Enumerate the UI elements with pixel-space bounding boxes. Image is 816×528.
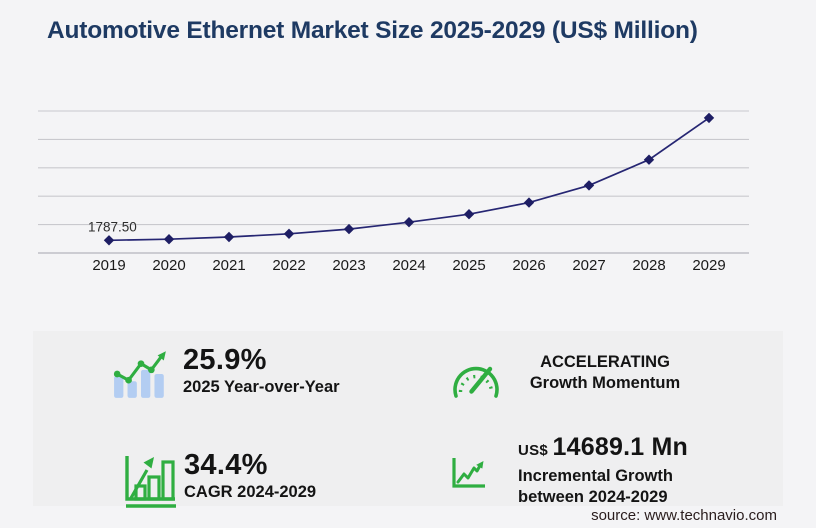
incremental-currency: US$ — [518, 442, 549, 459]
momentum-stat: ACCELERATING Growth Momentum — [505, 352, 705, 394]
first-point-data-label: 1787.50 — [88, 219, 137, 234]
incremental-value: 14689.1 Mn — [552, 433, 688, 461]
x-axis-label-2019: 2019 — [92, 257, 125, 274]
data-point-2026 — [523, 197, 535, 208]
yoy-label: 2025 Year-over-Year — [183, 378, 340, 396]
bars — [114, 369, 164, 398]
incremental-value-row: US$ 14689.1 Mn — [518, 432, 688, 466]
incremental-label-line2: between 2024-2029 — [518, 488, 668, 506]
x-axis-label-2024: 2024 — [392, 257, 425, 274]
bar-chart-trend-icon — [113, 351, 166, 398]
yoy-value: 25.9% — [183, 344, 267, 376]
data-point-2022 — [283, 228, 295, 239]
data-point-2024 — [403, 217, 415, 228]
data-point-2020 — [163, 234, 175, 245]
data-point-2019 — [103, 235, 115, 246]
speedometer-icon — [453, 366, 499, 398]
data-point-2029 — [703, 112, 715, 124]
x-axis-label-2026: 2026 — [512, 257, 545, 274]
yoy-stat: 25.9% 2025 Year-over-Year — [183, 343, 340, 398]
cagr-stat: 34.4% CAGR 2024-2029 — [184, 448, 316, 503]
data-point-2021 — [223, 231, 235, 243]
momentum-line1: ACCELERATING — [540, 353, 670, 371]
data-point-2023 — [343, 223, 355, 235]
x-axis-label-2027: 2027 — [572, 257, 605, 274]
cagr-value: 34.4% — [184, 449, 268, 481]
incremental-label-line1: Incremental Growth — [518, 467, 673, 485]
x-axis-label-2020: 2020 — [152, 257, 185, 274]
data-point-2028 — [643, 154, 655, 165]
data-point-2027 — [583, 180, 595, 191]
source-attribution: source: www.technavio.com — [591, 507, 777, 524]
incremental-stat: US$ 14689.1 Mn Incremental Growth betwee… — [518, 432, 688, 508]
cagr-label: CAGR 2024-2029 — [184, 483, 317, 501]
x-axis-label-2028: 2028 — [632, 257, 665, 274]
x-axis-label-2021: 2021 — [212, 257, 245, 274]
x-axis-label-2022: 2022 — [272, 257, 305, 274]
data-point-2025 — [463, 209, 475, 220]
trend-line-icon — [452, 458, 485, 488]
momentum-line2: Growth Momentum — [529, 374, 681, 392]
stats-panel: 25.9% 2025 Year-over-Year ACCELERATING G… — [33, 331, 783, 508]
page-title: Automotive Ethernet Market Size 2025-202… — [47, 17, 698, 44]
series-line — [108, 117, 710, 242]
x-axis-label-2029: 2029 — [692, 257, 725, 274]
x-axis-label-2025: 2025 — [452, 257, 485, 274]
growth-bars-icon — [125, 456, 176, 508]
x-axis-label-2023: 2023 — [332, 257, 365, 274]
